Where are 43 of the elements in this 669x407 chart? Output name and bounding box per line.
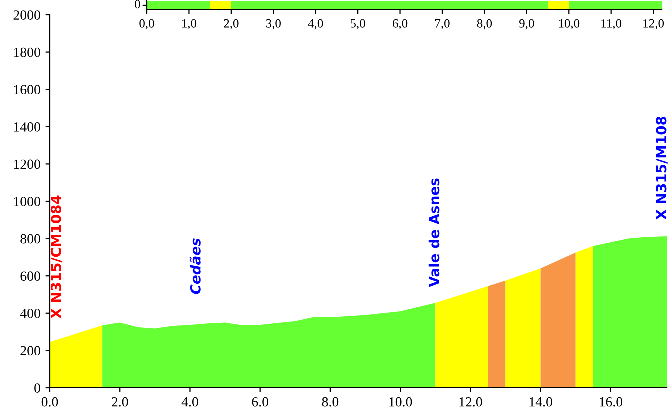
bar — [231, 1, 548, 10]
x-tick-label: 10,0 — [559, 19, 580, 30]
x-tick-label: 2.0 — [112, 397, 128, 407]
x-tick-label: 6.0 — [252, 397, 268, 407]
y-tick-label: 200 — [20, 346, 40, 356]
y-tick-label: 400 — [20, 308, 40, 318]
y-tick-label: 600 — [20, 272, 40, 282]
x-tick-label: 8,0 — [477, 19, 492, 30]
x-tick-label: 1,0 — [182, 19, 197, 30]
annotation: X N315/CM1084 — [50, 196, 63, 319]
x-tick-label: 16.0 — [600, 397, 623, 407]
x-tick-label: 2,0 — [224, 19, 239, 30]
y-tick-label: 1000 — [14, 197, 40, 206]
y-tick-label: 0 — [34, 384, 40, 393]
x-tick-label: 4,0 — [308, 19, 324, 30]
y-tick-label: 800 — [20, 234, 40, 244]
x-tick-label: 0.0 — [42, 397, 58, 407]
annotation: X N315/M108 — [656, 116, 668, 220]
y-tick-label: 1600 — [14, 85, 40, 95]
x-tick-label: 7,0 — [436, 19, 450, 30]
x-tick-label: 0,0 — [140, 19, 154, 30]
x-tick-label: 11,0 — [602, 19, 622, 30]
bar — [147, 1, 210, 10]
x-tick-label: 3,0 — [266, 19, 281, 30]
y-tick-label: 1800 — [14, 48, 40, 58]
x-tick-label: 14.0 — [530, 397, 552, 407]
x-tick-label: 10.0 — [390, 397, 412, 407]
x-tick-label: 6,0 — [393, 19, 408, 30]
x-tick-label: 8.0 — [322, 397, 339, 407]
x-tick-label: 12.0 — [460, 397, 482, 407]
y-tick-label: 1400 — [14, 122, 40, 132]
bar — [210, 1, 232, 10]
annotation: Vale de Asnes — [428, 178, 440, 288]
y-tick-label: 1200 — [14, 160, 40, 170]
x-tick-label: 12,0 — [644, 19, 664, 30]
x-tick-label: 5,0 — [350, 19, 366, 30]
x-tick-label: 4.0 — [182, 397, 198, 407]
annotation: Cedães — [190, 238, 201, 294]
bar — [569, 1, 662, 10]
y-tick-label: 2000 — [14, 10, 40, 20]
x-tick-label: 9,0 — [520, 19, 534, 30]
bar — [548, 1, 570, 10]
text: 0 — [135, 0, 140, 9]
